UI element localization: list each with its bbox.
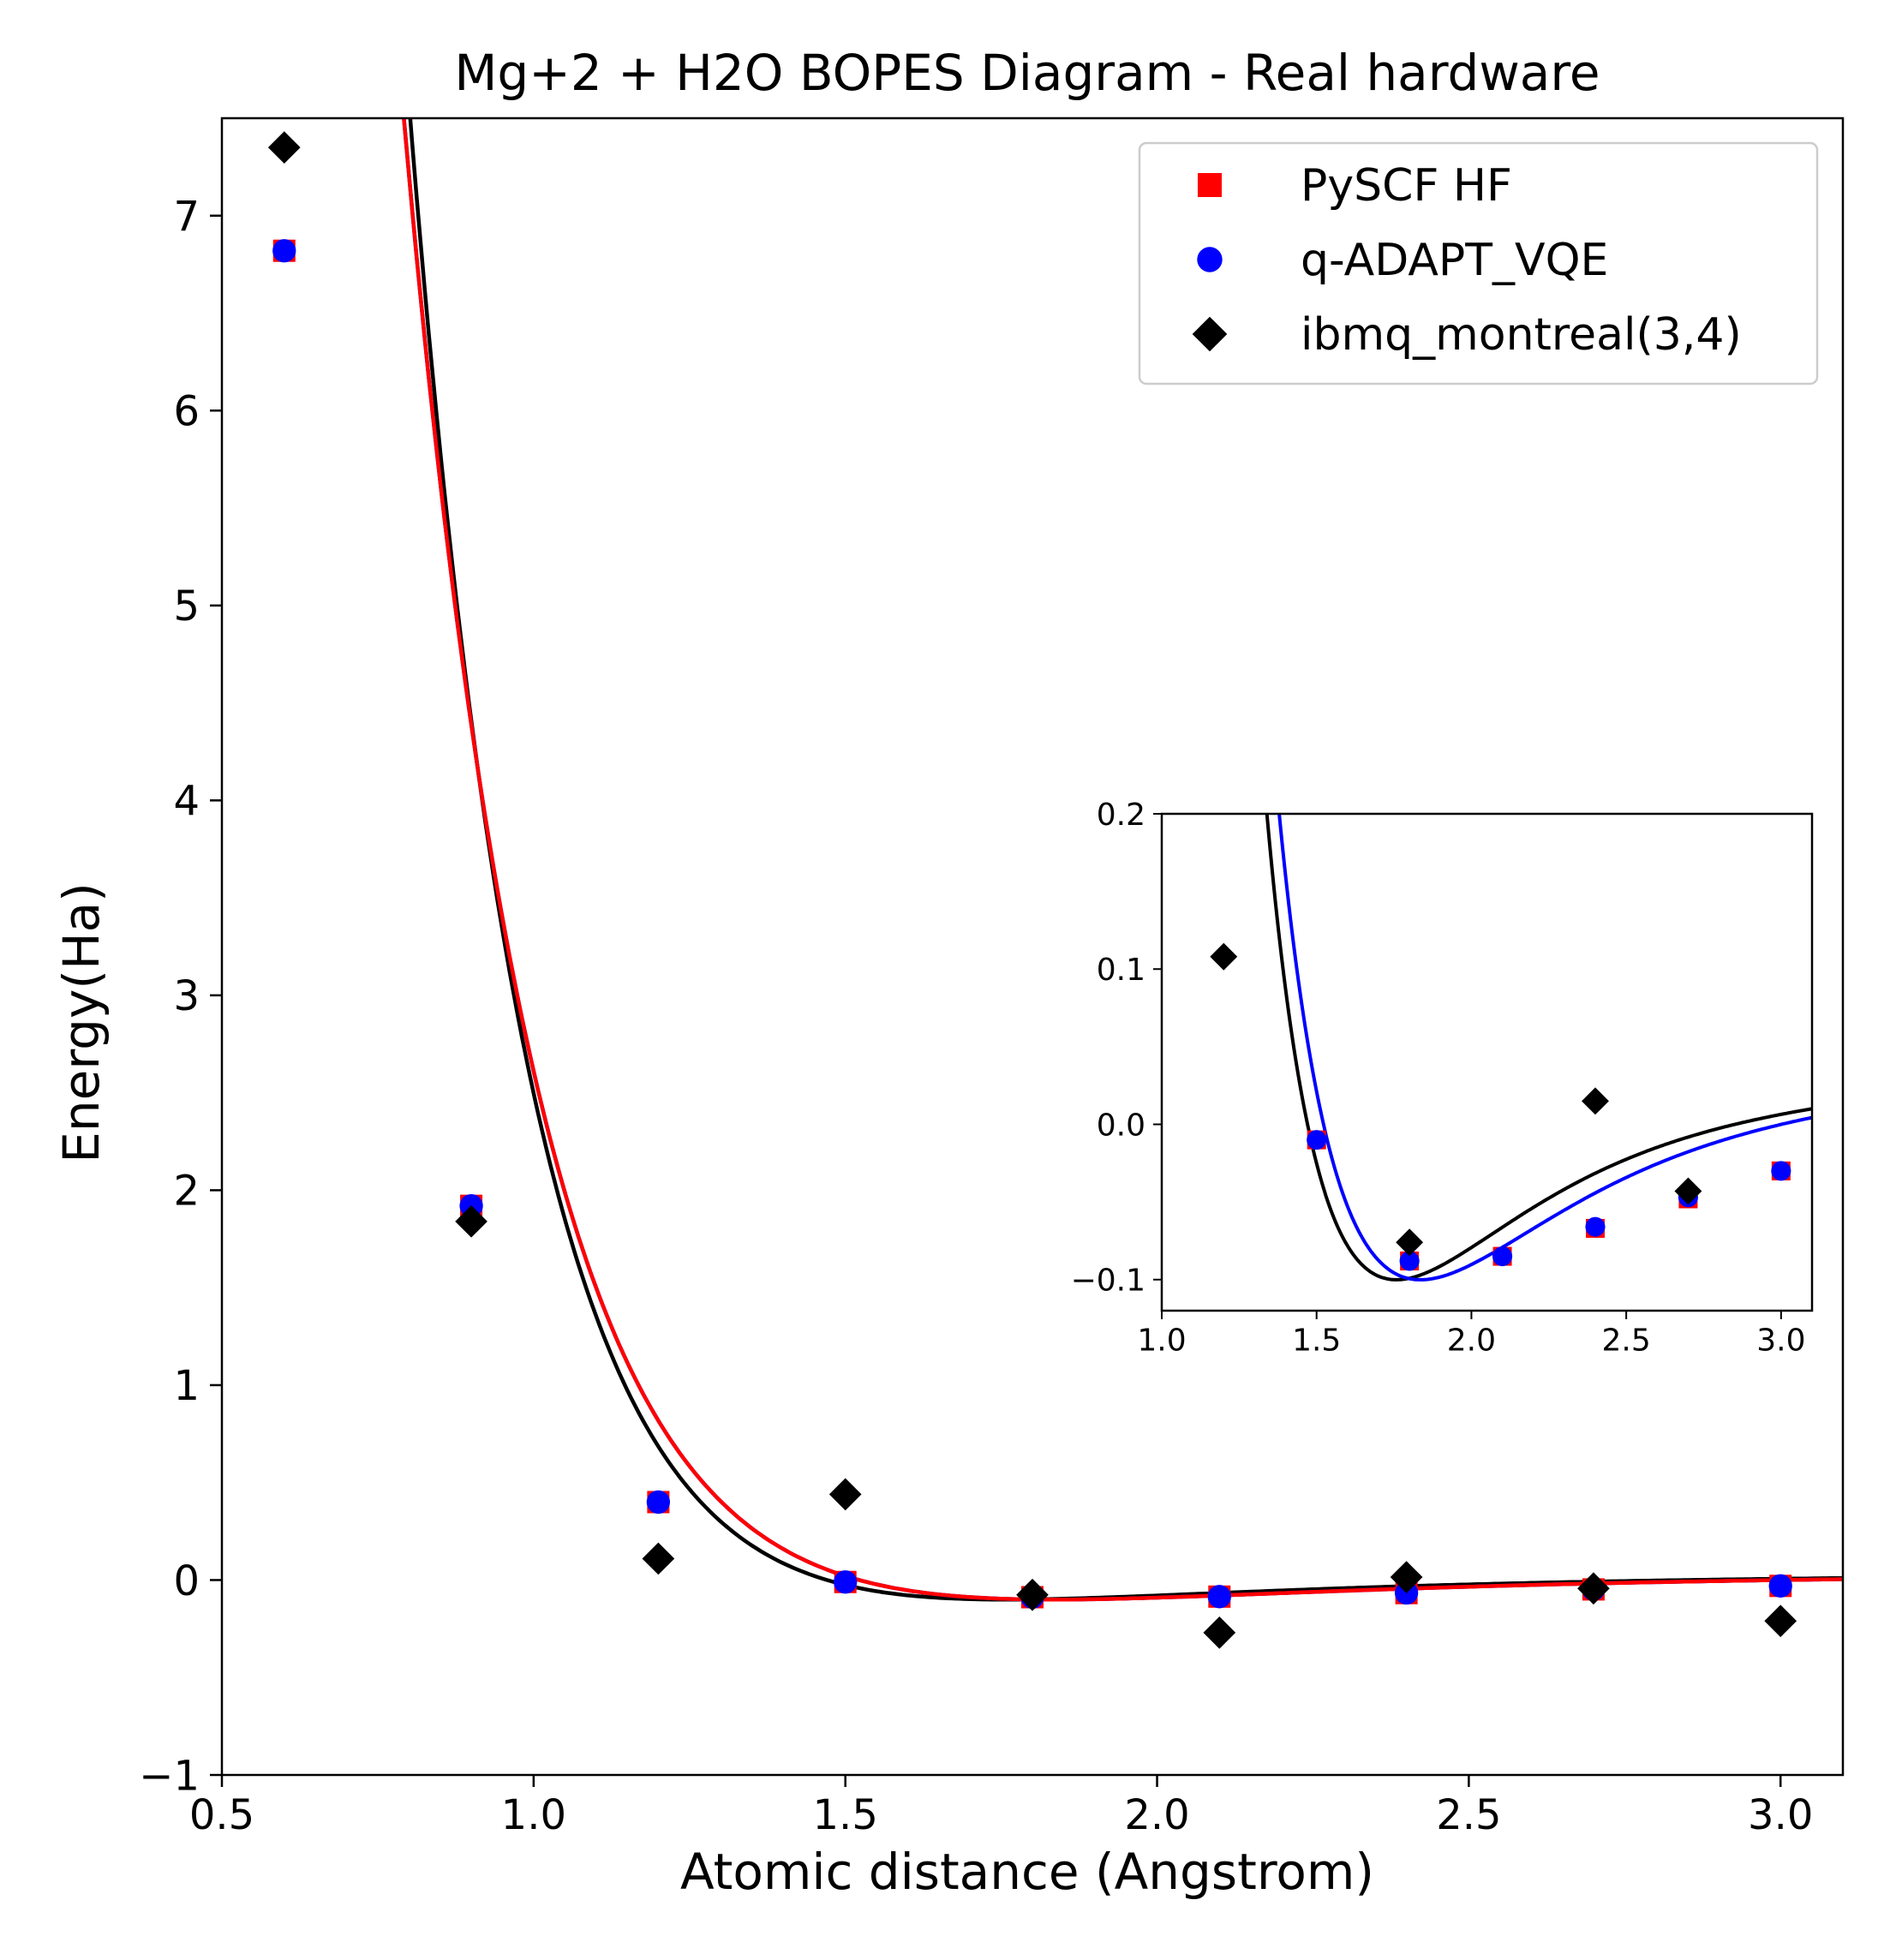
inset-plot-area: 1.0 1.5 2.0 2.5 3.0 −0.1 0.0 0.1 0.2: [1071, 798, 1814, 1359]
inset-marker-circle-5: [1771, 1161, 1791, 1181]
main-x-tick-label: 1.5: [813, 1791, 878, 1839]
main-y-tick-label: −1: [139, 1752, 200, 1800]
inset-marker-circle-0: [1307, 1130, 1327, 1150]
inset-y-tick-label: 0.0: [1097, 1108, 1145, 1143]
inset-background: [1162, 814, 1812, 1311]
main-marker-diamond-7: [1577, 1572, 1610, 1605]
legend-marker-diamond: [1192, 316, 1228, 352]
main-series-layer: [267, 118, 1843, 1649]
main-x-tick-label: 0.5: [189, 1791, 254, 1839]
legend-label: q-ADAPT_VQE: [1301, 235, 1608, 286]
inset-marker-circle-2: [1492, 1246, 1513, 1267]
inset-fit-curve-0: [1265, 814, 1812, 1282]
legend: PySCF HF q-ADAPT_VQE ibmq_montreal(3,4): [1138, 141, 1819, 385]
inset-marker-circle-3: [1585, 1216, 1606, 1237]
inset-x-tick-label: 1.0: [1137, 1324, 1186, 1359]
inset-marker-diamond-3: [1674, 1177, 1702, 1205]
inset-x-tick-label: 2.5: [1602, 1324, 1651, 1359]
main-y-tick-label: 5: [173, 583, 200, 630]
inset-y-tick-label: 0.1: [1097, 953, 1145, 988]
main-marker-diamond-2: [642, 1542, 675, 1575]
chart-title: Mg+2 + H2O BOPES Diagram - Real hardware: [454, 44, 1600, 102]
main-frame: [220, 117, 1845, 1777]
main-x-tick-label: 1.0: [501, 1791, 566, 1839]
main-marker-diamond-8: [1764, 1604, 1797, 1638]
x-axis-label: Atomic distance (Angstrom): [680, 1843, 1374, 1901]
main-x-tick-label: 2.0: [1124, 1791, 1189, 1839]
main-y-tick-label: 3: [173, 972, 200, 1020]
main-x-tick-label: 2.5: [1436, 1791, 1501, 1839]
main-y-tick-label: 2: [173, 1168, 200, 1216]
inset-y-tick-label: 0.2: [1097, 798, 1145, 833]
legend-box: [1138, 141, 1819, 385]
main-marker-circle-0: [272, 239, 296, 263]
main-marker-diamond-4: [1016, 1578, 1049, 1611]
main-marker-circle-8: [1768, 1574, 1792, 1598]
main-y-tick-label: 4: [173, 778, 200, 826]
inset-x-tick-label: 1.5: [1292, 1324, 1341, 1359]
legend-marker-circle: [1197, 247, 1223, 272]
main-marker-diamond-0: [267, 131, 301, 164]
inset-x-tick-label: 3.0: [1756, 1324, 1805, 1359]
legend-marker-square: [1198, 173, 1222, 197]
inset-fit-curve-1: [1277, 814, 1812, 1282]
y-axis-label: Energy(Ha): [52, 882, 111, 1162]
main-x-tick-label: 3.0: [1748, 1791, 1813, 1839]
main-marker-circle-3: [834, 1570, 858, 1594]
legend-label: PySCF HF: [1301, 160, 1512, 212]
inset-x-tick-label: 2.0: [1447, 1324, 1496, 1359]
main-marker-diamond-1: [455, 1204, 487, 1238]
main-marker-diamond-6: [1390, 1561, 1423, 1593]
legend-label: ibmq_montreal(3,4): [1301, 309, 1742, 361]
inset-marker-diamond-1: [1396, 1228, 1424, 1257]
inset-frame: [1160, 812, 1814, 1312]
main-marker-circle-5: [1207, 1585, 1231, 1609]
main-marker-circle-2: [646, 1490, 671, 1515]
main-marker-diamond-3: [828, 1478, 862, 1511]
inset-marker-circle-1: [1399, 1251, 1420, 1271]
inset-marker-diamond-0: [1210, 942, 1238, 971]
inset-marker-diamond-2: [1582, 1087, 1609, 1115]
main-y-tick-label: 1: [173, 1362, 200, 1410]
main-marker-diamond-5: [1203, 1616, 1236, 1649]
main-y-tick-label: 7: [173, 193, 200, 241]
main-y-tick-label: 0: [173, 1557, 200, 1605]
inset-series-layer: [1210, 814, 1812, 1282]
inset-y-tick-label: −0.1: [1071, 1264, 1145, 1299]
main-y-tick-label: 6: [173, 388, 200, 436]
